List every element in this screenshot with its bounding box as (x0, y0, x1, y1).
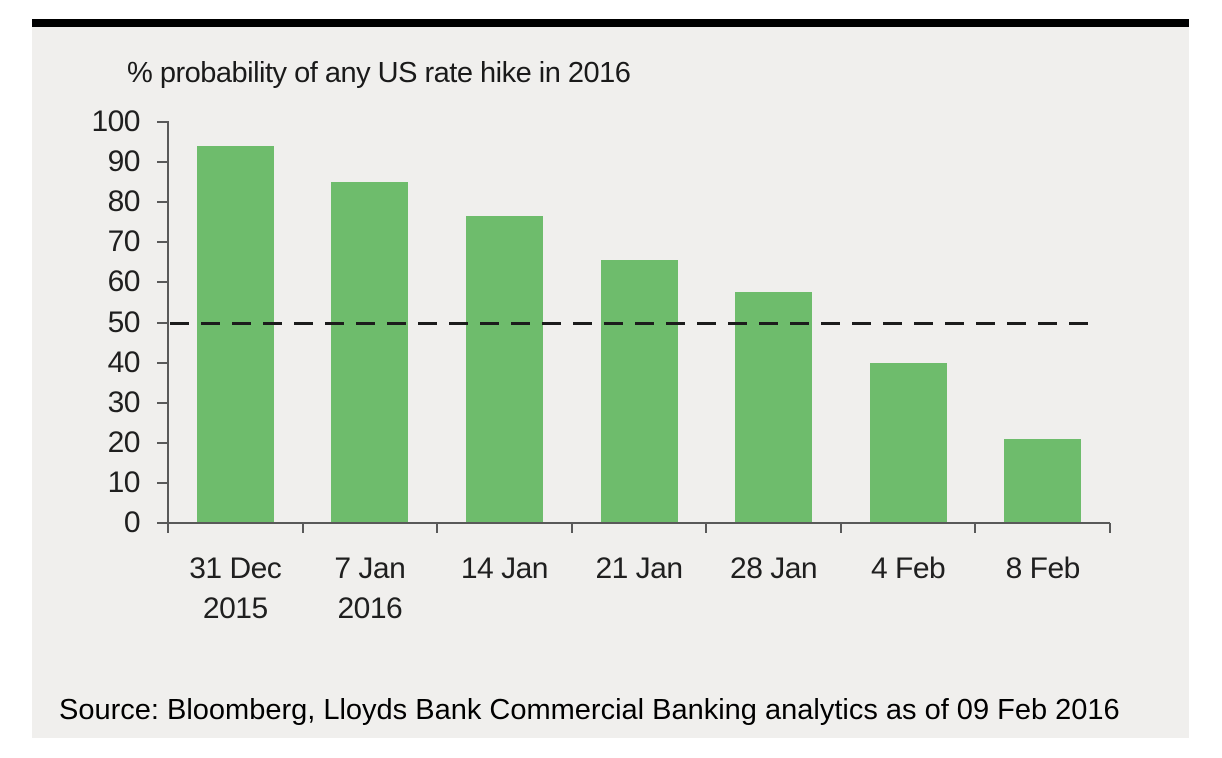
chart-title: % probability of any US rate hike in 201… (127, 57, 631, 89)
top-divider-rule (32, 19, 1189, 27)
chart-panel (32, 27, 1189, 738)
source-note: Source: Bloomberg, Lloyds Bank Commercia… (59, 694, 1120, 726)
